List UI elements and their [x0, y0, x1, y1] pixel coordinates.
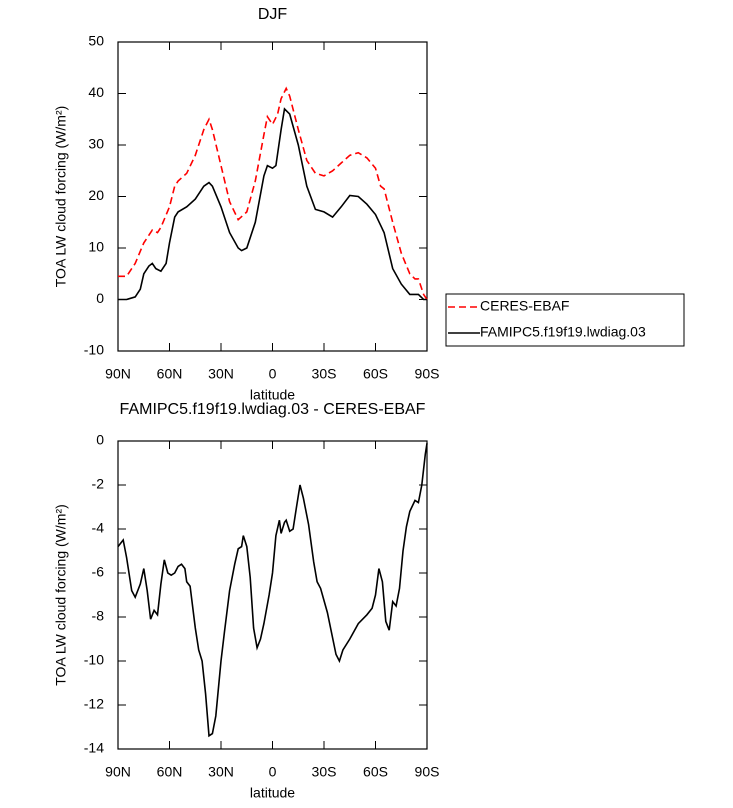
y-tick-label: -10 — [84, 652, 104, 668]
y-tick-label: 0 — [96, 290, 104, 306]
y-tick-label: -4 — [92, 520, 105, 536]
legend-label: FAMIPC5.f19f19.lwdiag.03 — [480, 324, 646, 340]
legend-label: CERES-EBAF — [480, 298, 569, 314]
legend-box — [445, 293, 685, 347]
y-tick-label: 30 — [88, 136, 104, 152]
y-tick-label: -10 — [84, 342, 104, 358]
x-tick-label: 30S — [312, 366, 337, 382]
y-tick-label: -14 — [84, 740, 104, 756]
y-tick-label: -6 — [92, 564, 105, 580]
plot-frame — [117, 41, 428, 352]
x-tick-label: 30N — [208, 764, 234, 780]
x-tick-label: 60S — [363, 764, 388, 780]
x-axis-label: latitude — [250, 785, 295, 801]
chart-title: DJF — [258, 6, 288, 23]
y-tick-label: 40 — [88, 84, 104, 100]
y-tick-label: 20 — [88, 187, 104, 203]
x-tick-label: 90S — [415, 366, 440, 382]
x-tick-label: 30N — [208, 366, 234, 382]
chart-title: FAMIPC5.f19f19.lwdiag.03 - CERES-EBAF — [120, 401, 426, 418]
y-tick-label: 10 — [88, 239, 104, 255]
x-tick-label: 0 — [269, 366, 277, 382]
y-tick-label: -8 — [92, 608, 105, 624]
x-tick-label: 0 — [269, 764, 277, 780]
y-tick-label: 50 — [88, 33, 104, 49]
y-axis-label: TOA LW cloud forcing (W/m²) — [53, 504, 69, 686]
data-line — [118, 107, 427, 301]
x-tick-label: 60N — [157, 764, 183, 780]
x-tick-label: 90N — [105, 764, 131, 780]
y-tick-label: -2 — [92, 476, 105, 492]
x-tick-label: 90S — [415, 764, 440, 780]
data-line — [118, 86, 428, 300]
x-tick-label: 60S — [363, 366, 388, 382]
x-tick-label: 30S — [312, 764, 337, 780]
x-axis-label: latitude — [250, 387, 295, 403]
x-tick-label: 90N — [105, 366, 131, 382]
y-tick-label: 0 — [96, 432, 104, 448]
plot-frame — [117, 440, 428, 750]
y-axis-label: TOA LW cloud forcing (W/m²) — [53, 106, 69, 288]
data-line — [117, 443, 428, 738]
y-tick-label: -12 — [84, 696, 104, 712]
x-tick-label: 60N — [157, 366, 183, 382]
